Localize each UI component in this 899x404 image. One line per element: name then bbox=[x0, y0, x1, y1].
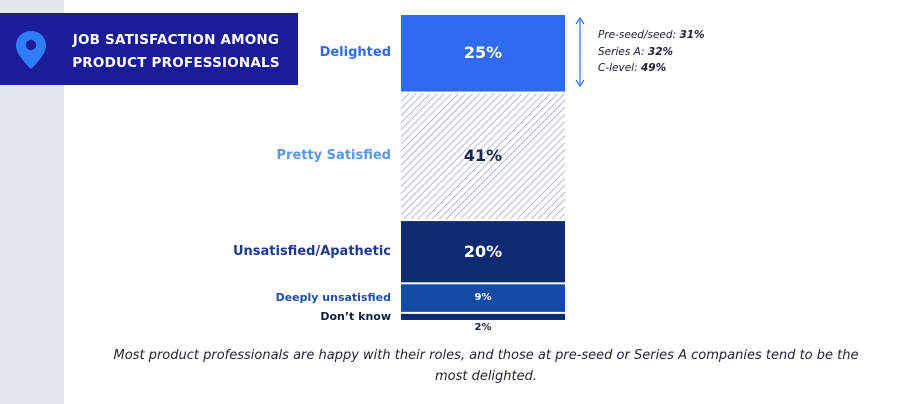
annotation-label: Pre-seed/seed: bbox=[598, 29, 677, 41]
annotation-value: 32% bbox=[647, 45, 674, 58]
category-label: Delighted bbox=[319, 45, 391, 61]
bar-segment-unsatisfied-apathetic bbox=[401, 221, 565, 283]
delighted-breakdown-annotation: Pre-seed/seed: 31% Series A: 32% C-level… bbox=[598, 27, 705, 77]
bar-segment-pretty-satisfied bbox=[401, 93, 565, 220]
chart-title-line-1: JOB SATISFACTION AMONG bbox=[72, 32, 280, 48]
annotation-label: Series A: bbox=[598, 45, 645, 58]
value-label: 2% bbox=[474, 322, 492, 333]
annotation-value: 49% bbox=[640, 62, 667, 74]
value-label: 9% bbox=[474, 292, 492, 304]
chart-title-banner: JOB SATISFACTION AMONG PRODUCT PROFESSIO… bbox=[0, 13, 298, 85]
annotation-row: Pre-seed/seed: 31% bbox=[598, 27, 705, 44]
annotation-value: 31% bbox=[679, 29, 705, 41]
bar-segment-deeply-unsatisfied bbox=[401, 284, 565, 312]
annotation-label: C-level: bbox=[598, 62, 638, 74]
value-label: 20% bbox=[463, 241, 503, 261]
chart-title-line-2: PRODUCT PROFESSIONALS bbox=[72, 55, 280, 71]
annotation-row: Series A: 32% bbox=[598, 44, 705, 61]
location-pin-icon bbox=[16, 31, 46, 69]
category-label: Unsatisfied/Apathetic bbox=[232, 243, 391, 259]
bar-segment-don-t-know bbox=[401, 313, 565, 320]
category-label: Pretty Satisfied bbox=[276, 148, 392, 164]
chart-caption: Most product professionals are happy wit… bbox=[113, 348, 859, 384]
category-label: Deeply unsatisfied bbox=[275, 291, 391, 305]
range-bracket-arrow bbox=[575, 16, 585, 88]
value-label: 25% bbox=[463, 43, 503, 63]
bar-segment-delighted bbox=[401, 15, 565, 92]
annotation-row: C-level: 49% bbox=[598, 60, 705, 77]
value-label: 41% bbox=[463, 146, 503, 166]
category-label: Don’t know bbox=[320, 309, 391, 323]
